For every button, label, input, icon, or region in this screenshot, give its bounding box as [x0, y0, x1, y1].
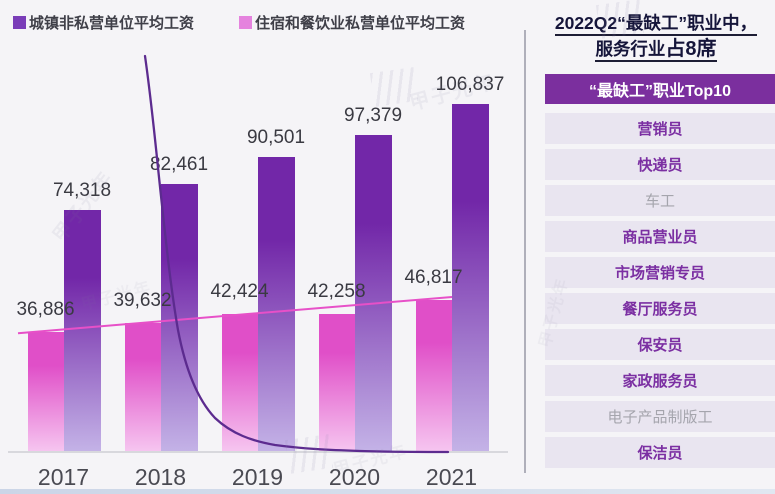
bar-accommodation-2021 — [415, 299, 452, 452]
rank-item-4: 商品营业员 — [545, 221, 775, 252]
legend-label: 城镇非私营单位平均工资 — [29, 15, 195, 32]
bar-urban-2017 — [63, 210, 101, 452]
legend-item-0: 城镇非私营单位平均工资 — [13, 12, 194, 33]
value-label-accommodation-2019: 42,424 — [210, 280, 269, 302]
rank-item-7: 保安员 — [545, 329, 775, 360]
value-label-accommodation-2017: 36,886 — [16, 298, 75, 320]
value-label-urban-2017: 74,318 — [52, 180, 112, 202]
axis-label-2019: 2019 — [231, 464, 284, 490]
bottom-accent-strip — [0, 489, 775, 494]
rank-item-1: 营销员 — [545, 113, 775, 144]
value-label-accommodation-2018: 39,632 — [113, 289, 172, 311]
panel-title-line2: 服务行业占8席 — [595, 38, 717, 62]
value-label-urban-2020: 97,379 — [343, 104, 403, 126]
panel-title-line1: 2022Q2“最缺工”职业中， — [554, 13, 758, 36]
value-label-accommodation-2021: 46,817 — [404, 266, 463, 288]
panel-title-line2-bold: 占8席 — [665, 38, 717, 60]
rank-item-5: 市场营销专员 — [545, 257, 775, 288]
panel-title-line2-regular: 服务行业 — [595, 39, 666, 59]
bar-accommodation-2017 — [27, 331, 64, 452]
rank-item-3: 车工 — [545, 185, 775, 216]
rank-item-10: 保洁员 — [545, 437, 775, 468]
value-label-urban-2019: 90,501 — [246, 127, 306, 149]
legend-label: 住宿和餐饮业私营单位平均工资 — [255, 15, 466, 32]
legend-swatch-icon — [239, 16, 252, 29]
value-label-urban-2021: 106,837 — [435, 74, 505, 96]
top10-list-header: “最缺工”职业Top10 — [545, 74, 775, 104]
rank-item-9: 电子产品制版工 — [545, 401, 775, 432]
chart-area: 城镇非私营单位平均工资 住宿和餐饮业私营单位平均工资 36,886 74,318 39… — [8, 12, 508, 490]
legend-item-1: 住宿和餐饮业私营单位平均工资 — [239, 12, 465, 33]
rank-item-6: 餐厅服务员 — [545, 293, 775, 324]
right-panel: 2022Q2“最缺工”职业中， 服务行业占8席 “最缺工”职业Top10 营销员… — [537, 0, 775, 494]
value-label-urban-2018: 82,461 — [149, 153, 209, 175]
rank-item-2: 快递员 — [545, 149, 775, 180]
vertical-divider — [524, 30, 526, 473]
axis-label-2021: 2021 — [425, 464, 478, 490]
legend-swatch-icon — [13, 16, 26, 29]
bar-urban-2018 — [160, 183, 198, 452]
axis-label-2020: 2020 — [328, 464, 381, 490]
bar-urban-2019 — [257, 157, 295, 452]
top10-list: 营销员快递员车工商品营业员市场营销专员 餐厅服务员保安员家政服务员电子产品制版工保… — [545, 113, 775, 473]
x-axis-line — [8, 451, 508, 453]
rank-item-8: 家政服务员 — [545, 365, 775, 396]
axis-label-2018: 2018 — [134, 464, 187, 490]
axis-label-2017: 2017 — [37, 464, 90, 490]
bar-accommodation-2019 — [221, 313, 258, 452]
value-label-accommodation-2020: 42,258 — [307, 281, 366, 303]
panel-title: 2022Q2“最缺工”职业中， 服务行业占8席 — [533, 10, 775, 62]
bar-accommodation-2020 — [318, 314, 355, 452]
bar-accommodation-2018 — [124, 322, 161, 452]
bar-urban-2021 — [451, 104, 489, 452]
